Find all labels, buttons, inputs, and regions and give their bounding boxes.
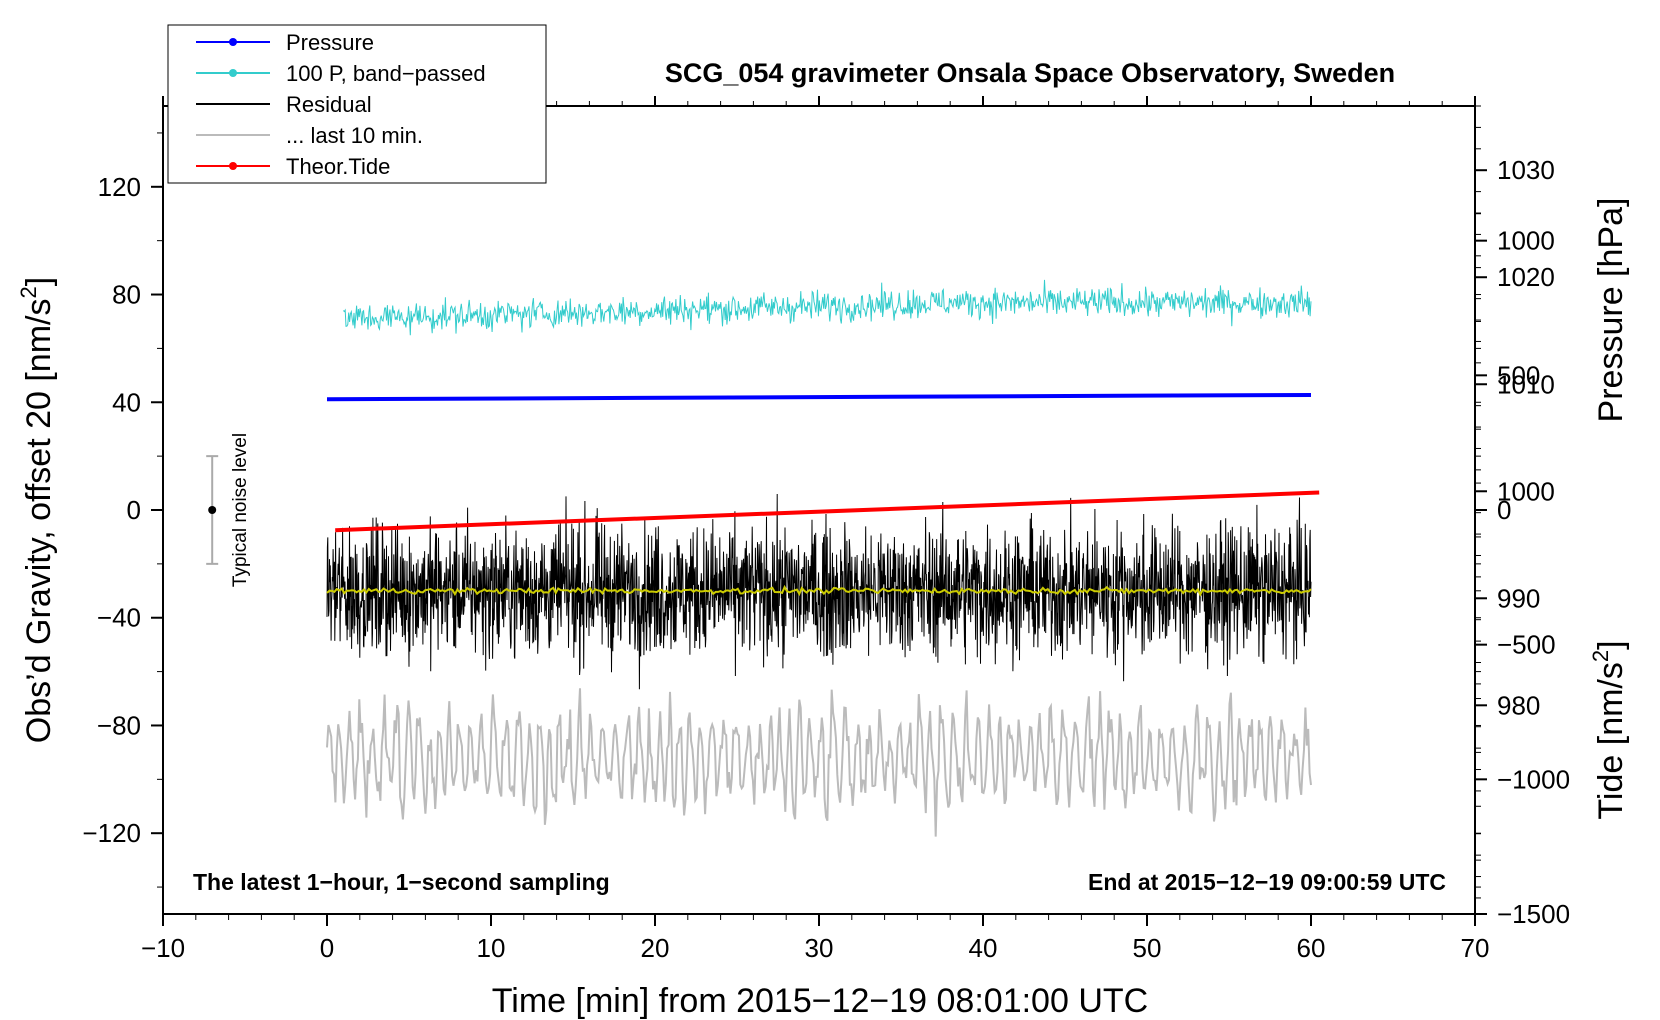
y-axis-title-gravity-end: ] (20, 277, 58, 286)
tick-label-layer: −10 0 10 20 30 40 50 60 7012080400−40−80−1201030… (82, 155, 1570, 963)
y-tick-label: 40 (112, 387, 141, 417)
y-axis-title-tide-end: ] (1592, 640, 1630, 649)
series-theor-tide (335, 490, 1320, 533)
y-axis-title-gravity-sup: 2 (16, 286, 41, 298)
y-axis-title-pressure: Pressure [hPa] (1592, 198, 1630, 423)
y-tick-label: −120 (82, 818, 141, 848)
y-tick-label: 80 (112, 280, 141, 310)
x-tick-label: 40 (969, 933, 998, 963)
x-axis-title: Time [min] from 2015−12−19 08:01:00 UTC (492, 982, 1148, 1020)
x-tick-label: 20 (641, 933, 670, 963)
legend-marker (229, 38, 237, 46)
y-tick-label: −40 (97, 603, 141, 633)
legend-marker (229, 162, 237, 170)
note-sampling: The latest 1−hour, 1−second sampling (193, 869, 610, 895)
legend-label: 100 P, band−passed (286, 61, 486, 86)
noise-bar-center (208, 506, 217, 514)
pressure-tick-label: 980 (1497, 690, 1540, 720)
tide-tick-label: −500 (1497, 630, 1556, 660)
noise-label: Typical noise level (230, 433, 251, 587)
tide-tick-label: −1000 (1497, 764, 1570, 794)
note-end-time: End at 2015−12−19 09:00:59 UTC (1088, 869, 1446, 895)
legend-label: Pressure (286, 30, 374, 55)
pressure-tick-label: 1000 (1497, 476, 1555, 506)
tide-tick-label: 1000 (1497, 226, 1555, 256)
x-tick-label: 50 (1133, 933, 1162, 963)
series-pressure (326, 392, 1312, 402)
legend-label: ... last 10 min. (286, 123, 423, 148)
tide-tick-label: 0 (1497, 495, 1511, 525)
y-tick-label: −80 (97, 710, 141, 740)
series-residual-mean (326, 584, 1312, 597)
tide-tick-label: −1500 (1497, 899, 1570, 929)
x-tick-label: 70 (1461, 933, 1490, 963)
y-axis-title-gravity: Obs’d Gravity, offset 20 [nm/s2] (16, 277, 58, 743)
y-tick-label: 120 (98, 172, 141, 202)
legend-label: Residual (286, 92, 372, 117)
y-axis-title-tide: Tide [nm/s2] (1588, 640, 1630, 819)
series-layer (326, 279, 1320, 837)
noise-indicator: Typical noise level (206, 433, 251, 587)
series-residual (326, 493, 1312, 690)
y-axis-title-tide-sup: 2 (1588, 650, 1613, 662)
legend-label: Theor.Tide (286, 154, 390, 179)
chart-title: SCG_054 gravimeter Onsala Space Observat… (665, 58, 1395, 88)
pressure-tick-label: 990 (1497, 583, 1540, 613)
x-tick-label: 60 (1297, 933, 1326, 963)
series-pressure-bandpassed (343, 279, 1312, 336)
pressure-tick-label: 1020 (1497, 262, 1555, 292)
x-tick-label: 30 (805, 933, 834, 963)
x-tick-label: 10 (477, 933, 506, 963)
legend: Pressure 100 P, band−passed Residual ... la… (167, 24, 547, 184)
pressure-tick-label: 1010 (1497, 369, 1555, 399)
series-last-10-min (326, 688, 1312, 837)
x-tick-label: −10 (141, 933, 185, 963)
x-tick-label: 0 (320, 933, 334, 963)
tide-tick-label: 500 (1497, 360, 1540, 390)
pressure-tick-label: 1030 (1497, 155, 1555, 185)
y-axis-title-gravity-text: Obs’d Gravity, offset 20 [nm/s (20, 299, 58, 744)
y-tick-label: 0 (127, 495, 141, 525)
y-axis-title-tide-text: Tide [nm/s (1592, 662, 1630, 819)
legend-marker (229, 69, 237, 77)
